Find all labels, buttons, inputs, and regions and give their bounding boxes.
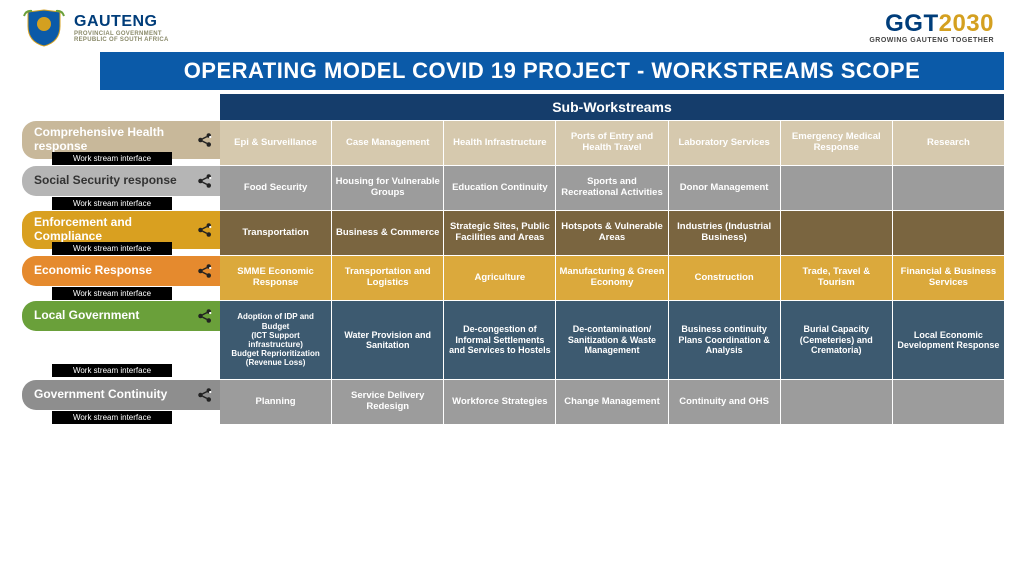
interface-tag: Work stream interface — [52, 152, 172, 165]
sub-workstream-cell: De-congestion of Informal Settlements an… — [444, 301, 555, 379]
sub-workstream-cell: Trade, Travel & Tourism — [781, 256, 892, 300]
matrix: Sub-Workstreams Comprehensive Health res… — [0, 90, 1024, 424]
share-nodes-icon — [196, 172, 214, 190]
sub-workstream-cell: Manufacturing & Green Economy — [556, 256, 667, 300]
sub-workstream-cell: Service Delivery Redesign — [332, 380, 443, 424]
header: GAUTENG PROVINCIAL GOVERNMENT REPUBLIC O… — [0, 0, 1024, 52]
sub-workstream-cell: SMME Economic Response — [220, 256, 331, 300]
share-nodes-icon — [196, 221, 214, 239]
sub-workstream-cell: Ports of Entry and Health Travel — [556, 121, 667, 165]
sub-workstream-cell — [893, 166, 1004, 210]
sub-workstream-cell: Epi & Surveillance — [220, 121, 331, 165]
interface-tag: Work stream interface — [52, 364, 172, 377]
sub-workstream-cell — [781, 211, 892, 255]
workstream-label: Local Government — [22, 301, 220, 331]
sub-workstream-cell: Transportation — [220, 211, 331, 255]
sub-workstream-cell: Adoption of IDP and Budget (ICT Support … — [220, 301, 331, 379]
interface-tag: Work stream interface — [52, 287, 172, 300]
share-nodes-icon — [196, 262, 214, 280]
sub-workstream-cell — [781, 166, 892, 210]
sub-workstream-cell: Construction — [669, 256, 780, 300]
sub-workstream-cell: Donor Management — [669, 166, 780, 210]
sub-workstream-cell — [893, 380, 1004, 424]
sub-workstreams-header: Sub-Workstreams — [220, 94, 1004, 120]
sub-workstream-cell: Strategic Sites, Public Facilities and A… — [444, 211, 555, 255]
workstream-label: Government Continuity — [22, 380, 220, 410]
interface-tag: Work stream interface — [52, 242, 172, 255]
workstream-row: Economic ResponseWork stream interface SM… — [22, 256, 1004, 300]
workstream-row: Social Security responseWork stream inte… — [22, 166, 1004, 210]
interface-tag: Work stream interface — [52, 411, 172, 424]
share-nodes-icon — [196, 307, 214, 325]
ggt-year: 2030 — [939, 10, 994, 37]
sub-workstream-cell: Emergency Medical Response — [781, 121, 892, 165]
sub-workstream-cell: Transportation and Logistics — [332, 256, 443, 300]
sub-workstream-cell: Change Management — [556, 380, 667, 424]
sub-workstream-cell: Laboratory Services — [669, 121, 780, 165]
sub-workstream-cell: Education Continuity — [444, 166, 555, 210]
sub-workstream-cell: Industries (Industrial Business) — [669, 211, 780, 255]
sub-workstream-cell: Workforce Strategies — [444, 380, 555, 424]
logo-title: GAUTENG — [74, 14, 169, 30]
sub-workstream-cell: Water Provision and Sanitation — [332, 301, 443, 379]
sub-workstream-cell: De-contamination/ Sanitization & Waste M… — [556, 301, 667, 379]
crest-icon — [22, 8, 66, 48]
sub-workstream-cell: Health Infrastructure — [444, 121, 555, 165]
sub-workstream-cell: Planning — [220, 380, 331, 424]
sub-workstream-cell: Local Economic Development Response — [893, 301, 1004, 379]
sub-workstream-cell — [893, 211, 1004, 255]
share-nodes-icon — [196, 131, 214, 149]
sub-workstream-cell: Sports and Recreational Activities — [556, 166, 667, 210]
workstream-row: Government ContinuityWork stream interfa… — [22, 380, 1004, 424]
workstream-row: Enforcement and ComplianceWork stream in… — [22, 211, 1004, 255]
workstream-label: Economic Response — [22, 256, 220, 286]
sub-workstream-cell — [781, 380, 892, 424]
logo-sub2: REPUBLIC OF SOUTH AFRICA — [74, 37, 169, 43]
logo-ggt2030: GGT2030 GROWING GAUTENG TOGETHER — [869, 12, 994, 44]
workstream-label: Social Security response — [22, 166, 220, 196]
workstream-row: Local Government Work stream interface Ado… — [22, 301, 1004, 379]
sub-workstream-cell: Research — [893, 121, 1004, 165]
sub-workstream-cell: Housing for Vulnerable Groups — [332, 166, 443, 210]
interface-tag: Work stream interface — [52, 197, 172, 210]
sub-workstream-cell: Case Management — [332, 121, 443, 165]
sub-workstream-cell: Business continuity Plans Coordination &… — [669, 301, 780, 379]
workstream-row: Comprehensive Health responseWork stream… — [22, 121, 1004, 165]
share-nodes-icon — [196, 386, 214, 404]
sub-workstream-cell: Agriculture — [444, 256, 555, 300]
sub-workstream-cell: Financial & Business Services — [893, 256, 1004, 300]
ggt-tagline: GROWING GAUTENG TOGETHER — [869, 37, 994, 44]
sub-workstream-cell: Food Security — [220, 166, 331, 210]
page-title: OPERATING MODEL COVID 19 PROJECT - WORKS… — [100, 52, 1004, 90]
sub-workstream-cell: Burial Capacity (Cemeteries) and Cremato… — [781, 301, 892, 379]
sub-workstream-cell: Hotspots & Vulnerable Areas — [556, 211, 667, 255]
ggt-text: GGT — [885, 10, 939, 37]
sub-workstream-cell: Continuity and OHS — [669, 380, 780, 424]
sub-workstream-cell: Business & Commerce — [332, 211, 443, 255]
logo-gauteng: GAUTENG PROVINCIAL GOVERNMENT REPUBLIC O… — [22, 8, 169, 48]
